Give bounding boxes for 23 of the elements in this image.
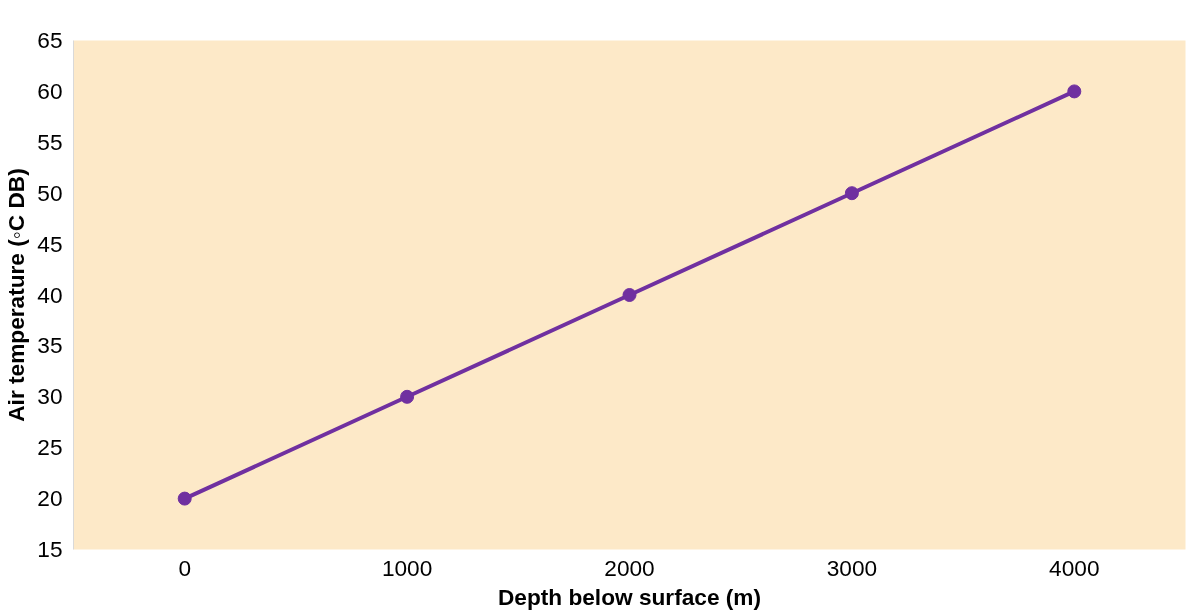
point <box>622 288 637 302</box>
point <box>844 186 859 201</box>
x-tick-label: 4000 <box>1049 554 1100 581</box>
point <box>400 389 415 404</box>
point <box>1067 84 1082 99</box>
y-tick-label: 45 <box>37 230 63 257</box>
y-tick-label: 20 <box>37 485 63 512</box>
y-tick-label: 30 <box>37 383 63 410</box>
x-tick-label: 3000 <box>826 554 878 581</box>
y-tick-label: 25 <box>37 434 63 461</box>
y-tick-label: 35 <box>37 332 63 359</box>
y-axis-title: Air temperature (◦C DB) <box>3 168 30 422</box>
point <box>177 491 192 506</box>
y-tick-label: 65 <box>37 27 63 53</box>
x-tick-label: 1000 <box>381 554 433 581</box>
y-tick-label: 15 <box>37 536 63 562</box>
y-tick-label: 40 <box>37 281 63 308</box>
x-axis-title: Depth below surface (m) <box>497 583 762 610</box>
y-tick-label: 60 <box>37 77 63 104</box>
y-tick-label: 50 <box>37 179 63 206</box>
x-tick-label: 0 <box>178 554 192 581</box>
x-tick-label: 2000 <box>604 554 655 581</box>
y-tick-label: 55 <box>37 128 63 155</box>
